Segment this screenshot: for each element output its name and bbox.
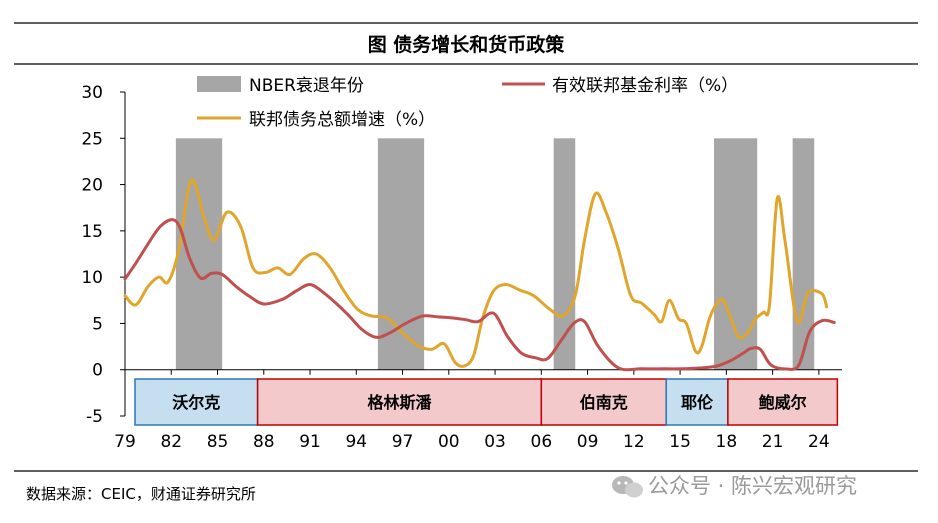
x-tick-label: 21	[762, 432, 784, 452]
watermark: 公众号 · 陈兴宏观研究	[612, 474, 857, 498]
y-tick-label: 30	[81, 83, 103, 103]
x-tick-label: 12	[623, 432, 645, 452]
legend-label-rate: 有效联邦基金利率（%）	[552, 76, 738, 96]
x-tick-label: 03	[484, 432, 506, 452]
recession-bar	[792, 138, 815, 370]
x-tick-label: 24	[808, 432, 830, 452]
x-tick-label: 91	[299, 432, 321, 452]
y-tick-label: -5	[86, 407, 103, 427]
legend: NBER衰退年份 有效联邦基金利率（%） 联邦债务总额增速（%）	[197, 76, 738, 130]
source-note: 数据来源：CEIC，财通证券研究所	[26, 485, 256, 503]
chair-box	[727, 378, 839, 426]
wechat-icon	[612, 476, 643, 498]
x-tick-label: 97	[392, 432, 414, 452]
recession-bar	[175, 138, 223, 370]
chair-box	[665, 378, 729, 426]
chair-label: 伯南克	[580, 393, 628, 412]
chair-label: 耶伦	[681, 393, 714, 412]
series-line-rate	[123, 218, 836, 372]
chair-box	[256, 378, 543, 426]
x-tick-label: 15	[669, 432, 691, 452]
y-tick-label: 10	[81, 268, 103, 288]
y-tick-label: 20	[81, 176, 103, 196]
x-tick-label: 88	[253, 432, 275, 452]
x-tick-label: 79	[114, 432, 136, 452]
chair-label: 格林斯潘	[367, 393, 432, 412]
legend-label-debt: 联邦债务总额增速（%）	[249, 110, 435, 130]
chair-label: 沃尔克	[172, 393, 220, 412]
y-tick-label: 0	[92, 361, 103, 381]
y-tick-label: 25	[81, 129, 103, 149]
series-lines	[123, 178, 836, 372]
y-tick-label: 15	[81, 222, 103, 242]
x-tick-label: 94	[345, 432, 367, 452]
y-tick-label: 5	[92, 314, 103, 334]
chair-box	[134, 378, 259, 426]
x-tick-label: 00	[438, 432, 460, 452]
x-tick-label: 18	[716, 432, 738, 452]
x-tick-label: 82	[160, 432, 182, 452]
axes: 30 25 20 15 10 5 0 -5 79 82 85 88 91 94 97 00 03 06 09 12 15…	[81, 83, 842, 452]
fed-chair-band: 沃尔克 格林斯潘 伯南克 耶伦 鲍威尔	[134, 378, 839, 426]
watermark-text: 公众号 · 陈兴宏观研究	[648, 474, 857, 498]
x-tick-label: 85	[207, 432, 229, 452]
series-line-debt	[123, 178, 829, 368]
legend-label-recession: NBER衰退年份	[249, 76, 364, 96]
x-tick-label: 09	[577, 432, 599, 452]
recession-bar	[553, 138, 576, 370]
chair-label: 鲍威尔	[759, 393, 807, 412]
x-tick-label: 06	[531, 432, 553, 452]
legend-swatch-recession	[197, 76, 241, 92]
recession-bars	[175, 138, 815, 370]
chair-box	[540, 378, 667, 426]
chart-title: 图 债务增长和货币政策	[368, 33, 566, 56]
